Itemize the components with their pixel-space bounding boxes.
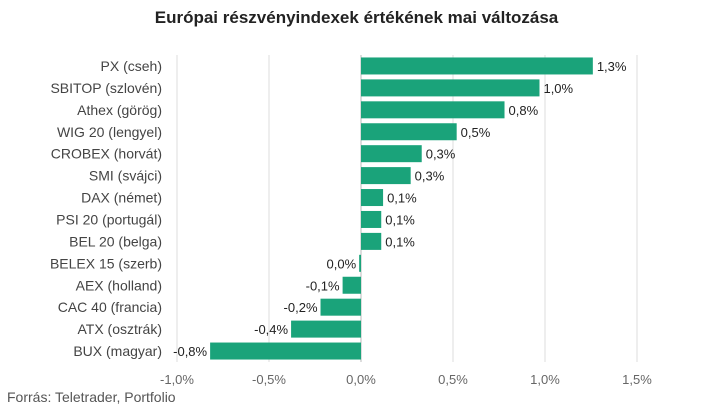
value-label: 0,3% xyxy=(415,169,445,184)
bar xyxy=(320,298,361,316)
bar xyxy=(342,276,361,294)
category-label: PSI 20 (portugál) xyxy=(56,211,162,227)
category-label: ATX (osztrák) xyxy=(77,321,162,337)
source-note: Forrás: Teletrader, Portfolio xyxy=(7,389,176,405)
category-label: BUX (magyar) xyxy=(73,343,162,359)
bar xyxy=(361,145,422,163)
category-label: AEX (holland) xyxy=(76,277,162,293)
value-label: 0,5% xyxy=(461,125,491,140)
x-tick-label: 0,5% xyxy=(438,372,468,387)
category-label: PX (cseh) xyxy=(101,58,162,74)
bar xyxy=(361,101,505,119)
bar xyxy=(361,232,382,250)
value-label: -0,2% xyxy=(284,300,318,315)
value-label: 0,8% xyxy=(509,103,539,118)
x-tick-label: 1,0% xyxy=(530,372,560,387)
bar xyxy=(210,342,361,360)
category-label: WIG 20 (lengyel) xyxy=(57,124,162,140)
category-label: BEL 20 (belga) xyxy=(69,233,162,249)
value-label: -0,4% xyxy=(254,322,288,337)
category-label: BELEX 15 (szerb) xyxy=(50,255,162,271)
value-label: 1,3% xyxy=(597,59,627,74)
bar xyxy=(361,79,540,97)
category-label: SMI (svájci) xyxy=(89,168,162,184)
value-label: 0,1% xyxy=(387,191,417,206)
value-label: -0,1% xyxy=(306,278,340,293)
x-tick-label: -0,5% xyxy=(252,372,286,387)
value-label: 0,1% xyxy=(385,234,415,249)
value-label: 1,0% xyxy=(543,81,573,96)
category-label: DAX (német) xyxy=(81,190,162,206)
bar xyxy=(361,57,593,75)
x-tick-label: -1,0% xyxy=(160,372,194,387)
category-label: CAC 40 (francia) xyxy=(58,299,162,315)
value-label: -0,8% xyxy=(173,344,207,359)
x-tick-label: 0,0% xyxy=(346,372,376,387)
chart-title: Európai részvényindexek értékének mai vá… xyxy=(154,8,559,27)
value-label: 0,0% xyxy=(327,256,357,271)
category-label: Athex (görög) xyxy=(77,102,162,118)
bar xyxy=(361,167,411,185)
bar xyxy=(359,254,361,272)
x-tick-label: 1,5% xyxy=(622,372,652,387)
bar xyxy=(291,320,361,338)
category-label: SBITOP (szlovén) xyxy=(50,80,162,96)
bar xyxy=(361,189,384,207)
category-label: CROBEX (horvát) xyxy=(51,146,162,162)
value-label: 0,3% xyxy=(426,147,456,162)
bar xyxy=(361,123,457,141)
bar xyxy=(361,210,382,228)
value-label: 0,1% xyxy=(385,212,415,227)
